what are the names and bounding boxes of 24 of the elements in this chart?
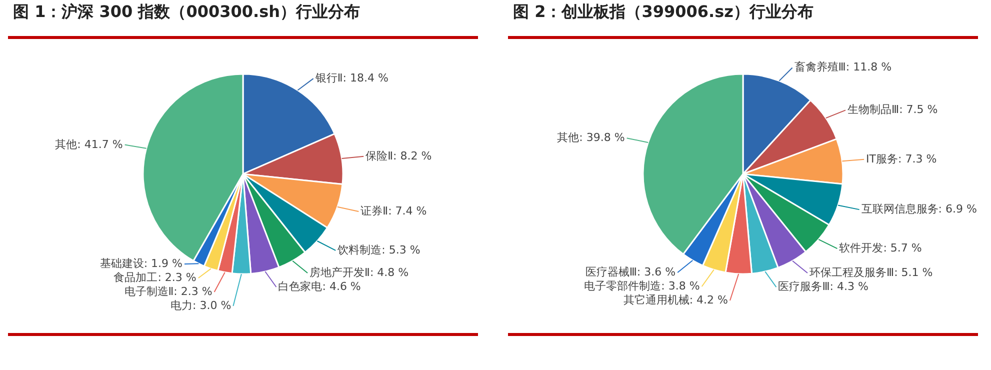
slice-label: 畜禽养殖Ⅲ: 11.8 % — [794, 60, 892, 74]
slice-label: 医疗服务Ⅲ: 4.3 % — [778, 280, 868, 294]
slice-label: 证券Ⅱ: 7.4 % — [360, 204, 427, 218]
slice-label: 房地产开发Ⅱ: 4.8 % — [310, 266, 409, 279]
slice-label: 软件开发: 5.7 % — [839, 242, 922, 255]
slice-label: 其他: 41.7 % — [55, 138, 123, 151]
slice-label: 电子零部件制造: 3.8 % — [584, 279, 700, 292]
slice-label: 医疗器械Ⅲ: 3.6 % — [585, 265, 676, 278]
slice-label: 饮料制造: 5.3 % — [336, 243, 420, 256]
slice-label: 保险Ⅱ: 8.2 % — [366, 149, 432, 162]
slice-label: IT服务: 7.3 % — [866, 152, 937, 166]
slice-label: 其它通用机械: 4.2 % — [623, 293, 728, 306]
slice-label: 其他: 39.8 % — [557, 131, 625, 144]
slice-label: 互联网信息服务: 6.9 % — [861, 202, 977, 216]
chart-title: 图 2：创业板指（399006.sz）行业分布 — [513, 2, 814, 21]
slice-label: 电力: 3.0 % — [170, 299, 232, 312]
slice-label: 生物制品Ⅲ: 7.5 % — [847, 103, 938, 116]
slice-label: 基础建设: 1.9 % — [100, 257, 182, 270]
chart-title: 图 1：沪深 300 指数（000300.sh）行业分布 — [13, 2, 360, 21]
slice-label: 食品加工: 2.3 % — [114, 271, 196, 284]
slice-label: 电子制造Ⅱ: 2.3 % — [124, 285, 212, 298]
slice-label: 白色家电: 4.6 % — [278, 280, 361, 293]
slice-label: 银行Ⅱ: 18.4 % — [314, 72, 388, 85]
slice-label: 环保工程及服务Ⅲ: 5.1 % — [809, 266, 933, 280]
